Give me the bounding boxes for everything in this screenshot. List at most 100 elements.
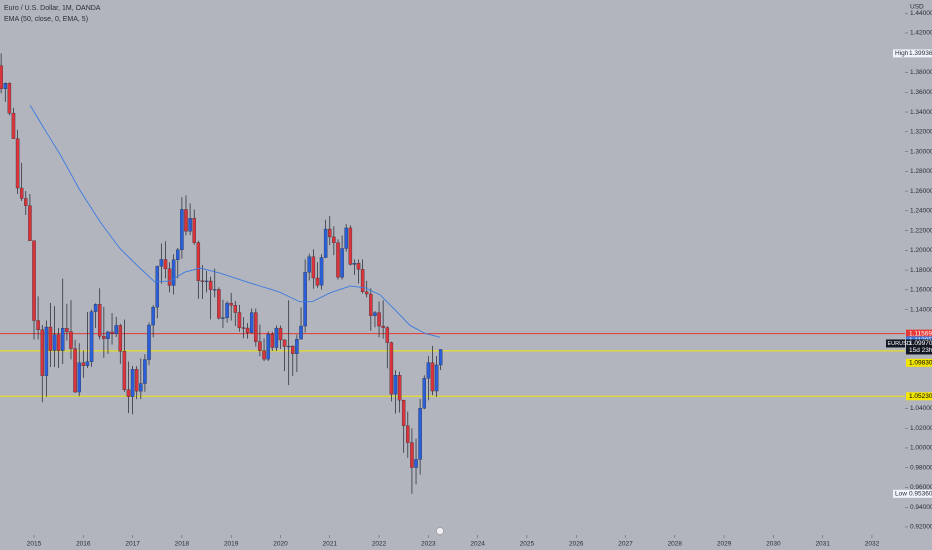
candle-body <box>60 328 65 351</box>
y-tick-label: 1.44000 <box>910 10 932 17</box>
indicator-legend: EMA (50, close, 0, EMA, 5) <box>4 16 88 23</box>
y-tick-label: 1.34000 <box>910 109 932 116</box>
hline-label-text: 1.09830 <box>909 360 932 367</box>
candle-body <box>0 65 3 89</box>
candle-body <box>73 348 77 393</box>
candle-body <box>48 326 53 351</box>
y-tick-label: 1.20000 <box>910 247 932 254</box>
candle-body <box>176 249 180 260</box>
low-value: 0.95360 <box>909 491 932 498</box>
candle-body <box>69 331 73 349</box>
y-tick-label: 1.02000 <box>910 425 932 432</box>
candle-body <box>126 389 131 397</box>
candle-body <box>426 362 431 379</box>
candle-body <box>332 236 336 243</box>
candle-body <box>3 83 8 89</box>
low-label: Low <box>895 491 907 498</box>
scroll-button[interactable] <box>436 527 444 535</box>
candle-body <box>286 345 291 348</box>
candle-body <box>270 333 274 348</box>
candle-body <box>40 329 44 376</box>
y-tick-label: 1.42000 <box>910 30 932 37</box>
candle-body <box>225 302 229 318</box>
candle-body <box>229 302 233 306</box>
ema-line <box>29 104 441 338</box>
candle-body <box>167 268 172 286</box>
low-box <box>893 489 932 498</box>
candle-body <box>221 317 225 319</box>
candle-body <box>44 326 49 376</box>
candle-body <box>147 324 151 360</box>
candle-body <box>360 269 365 293</box>
x-tick-label: 2028 <box>668 541 683 548</box>
candle-body <box>262 350 266 360</box>
hline-label-text: 1.11569 <box>909 330 932 337</box>
hline-label-box <box>906 392 932 401</box>
y-tick-label: 1.38000 <box>910 69 932 76</box>
candle-body <box>93 304 98 312</box>
x-tick-label: 2029 <box>717 541 732 548</box>
x-tick-label: 2019 <box>224 541 239 548</box>
candle-body <box>385 327 390 343</box>
x-tick-label: 2032 <box>865 541 880 548</box>
hline-label-box <box>906 329 932 338</box>
y-tick-label: 1.28000 <box>910 168 932 175</box>
high-box <box>893 49 932 58</box>
candle-body <box>422 378 427 409</box>
candle-body <box>85 361 90 366</box>
candle-body <box>81 362 86 366</box>
candle-body <box>348 227 353 265</box>
candle-body <box>213 289 217 291</box>
candle-body <box>89 311 94 362</box>
candle-body <box>278 327 283 341</box>
high-label: High <box>895 50 909 57</box>
candle-body <box>77 362 81 393</box>
candle-body <box>241 327 246 329</box>
candle-body <box>97 304 102 337</box>
x-tick-label: 2021 <box>323 541 338 548</box>
candle-body <box>245 327 250 333</box>
candle-body <box>389 342 394 395</box>
x-tick-label: 2015 <box>27 541 42 548</box>
candle-body <box>430 362 435 392</box>
candle-body <box>11 112 16 139</box>
candle-body <box>180 209 184 251</box>
last-price-text: 1.09970 <box>909 340 932 347</box>
y-tick-label: 1.18000 <box>910 267 932 274</box>
candle-body <box>52 334 57 351</box>
candle-body <box>192 218 196 243</box>
candle-body <box>208 280 213 290</box>
candle-body <box>184 209 188 232</box>
candle-body <box>204 280 209 282</box>
candle-body <box>438 349 443 366</box>
candle-body <box>410 442 414 468</box>
x-tick-label: 2020 <box>273 541 288 548</box>
candle-body <box>295 339 299 354</box>
candle-body <box>319 257 324 286</box>
candle-body <box>134 369 139 392</box>
y-tick-label: 1.36000 <box>910 89 932 96</box>
chart-title: Euro / U.S. Dollar, 1M, OANDA <box>4 5 101 12</box>
currency-label: USD <box>910 4 924 11</box>
candle-body <box>159 259 164 267</box>
countdown-text: 15d 23h <box>909 347 932 354</box>
candle-body <box>155 266 159 308</box>
x-tick-label: 2018 <box>175 541 190 548</box>
candle-body <box>291 345 295 354</box>
candle-body <box>356 263 361 270</box>
y-tick-label: 1.24000 <box>910 208 932 215</box>
candle-body <box>110 331 114 334</box>
candle-body <box>151 307 155 326</box>
candle-body <box>7 83 12 114</box>
candle-body <box>188 218 192 232</box>
candle-body <box>249 312 254 333</box>
candle-body <box>130 369 135 397</box>
x-tick-label: 2026 <box>569 541 584 548</box>
y-tick-label: 1.32000 <box>910 129 932 136</box>
candle-body <box>28 205 32 241</box>
y-tick-label: 1.04000 <box>910 405 932 412</box>
candle-body <box>217 289 221 319</box>
x-tick-label: 2027 <box>618 541 633 548</box>
candle-body <box>307 256 311 273</box>
y-tick-label: 0.98000 <box>910 464 932 471</box>
